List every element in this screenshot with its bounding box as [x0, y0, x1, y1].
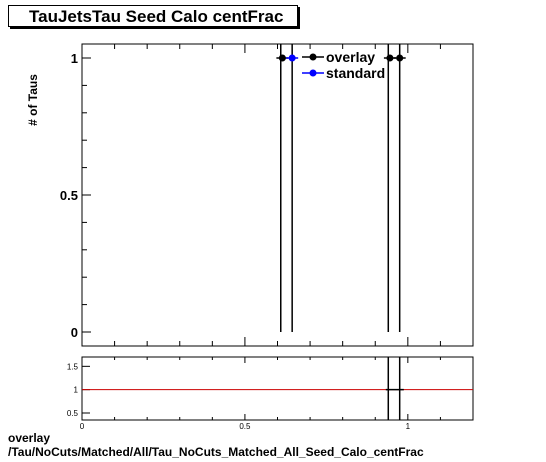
y-tick-label: 0	[71, 325, 78, 340]
legend: overlay standard	[302, 49, 385, 81]
overlay-point	[396, 54, 404, 62]
y-tick-label: 0.5	[60, 188, 78, 203]
title-box: TauJetsTau Seed Calo centFrac	[8, 5, 298, 27]
ratio-x-tick-label: 0	[80, 422, 85, 431]
footer-label: overlay	[8, 431, 51, 445]
legend-overlay-label: overlay	[326, 49, 375, 65]
legend-standard-label: standard	[326, 65, 385, 81]
ratio-x-tick-label: 1	[406, 422, 411, 431]
main-axis-ticks: 00.51	[60, 44, 474, 346]
ratio-y-tick-label: 1.5	[67, 362, 79, 371]
legend-standard-marker	[309, 69, 317, 77]
ratio-axis-ticks: 0.511.50 0.5 1	[67, 357, 474, 431]
ratio-x-tick-label: 0.5	[239, 422, 251, 431]
ratio-y-tick-label: 0.5	[67, 409, 79, 418]
legend-overlay-marker	[309, 53, 317, 61]
ratio-y-tick-label: 1	[74, 386, 79, 395]
ratio-data-marks	[82, 357, 473, 420]
standard-point	[288, 54, 296, 62]
main-plot-frame	[81, 43, 474, 347]
y-tick-label: 1	[71, 51, 78, 66]
overlay-point	[386, 54, 394, 62]
overlay-point	[278, 54, 286, 62]
chart-title: TauJetsTau Seed Calo centFrac	[29, 7, 284, 26]
footer-path: /Tau/NoCuts/Matched/All/Tau_NoCuts_Match…	[8, 445, 424, 459]
main-data-marks	[276, 44, 406, 332]
y-axis-title: # of Taus	[26, 74, 40, 126]
ratio-plot-frame	[81, 356, 474, 421]
